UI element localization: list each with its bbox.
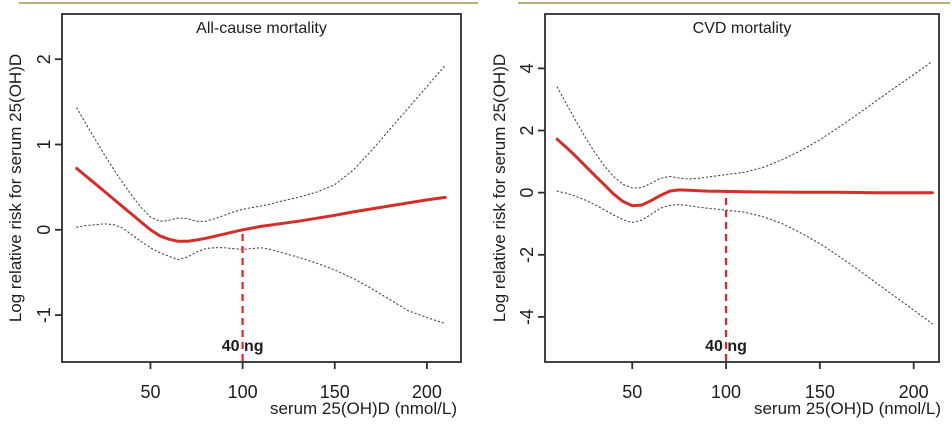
y-tick-label: -2 xyxy=(517,247,537,263)
y-axis-label: Log relative risk for serum 25(OH)D xyxy=(6,54,25,322)
all-cause-mortality-lower-confidence-limit-curve xyxy=(76,223,446,325)
y-tick-label: -1 xyxy=(34,307,54,323)
x-axis-label: serum 25(OH)D (nmol/L) xyxy=(754,399,941,418)
top-rule-left xyxy=(19,2,478,4)
plot-box xyxy=(61,13,462,363)
cvd-mortality-lower-confidence-limit-curve xyxy=(556,190,933,325)
x-tick-label: 50 xyxy=(622,382,642,402)
panel-title: All-cause mortality xyxy=(196,20,327,37)
y-axis-label: Log relative risk for serum 25(OH)D xyxy=(490,54,509,322)
reference-line-label: 40 ng xyxy=(705,338,747,355)
y-tick-label: 0 xyxy=(34,225,54,235)
panel-title: CVD mortality xyxy=(693,20,792,37)
x-tick-label: 100 xyxy=(711,382,741,402)
reference-line-label: 40 ng xyxy=(222,338,264,355)
x-tick-label: 200 xyxy=(899,382,929,402)
x-axis-label: serum 25(OH)D (nmol/L) xyxy=(270,399,457,418)
x-tick-label: 50 xyxy=(140,382,160,402)
plot-box xyxy=(544,13,940,363)
x-tick-label: 150 xyxy=(805,382,835,402)
all-cause-mortality-upper-confidence-limit-curve xyxy=(76,64,446,222)
y-tick-label: 2 xyxy=(517,126,537,136)
cvd-mortality-upper-confidence-limit-curve xyxy=(556,60,933,189)
all-cause-mortality-spline-estimate-curve xyxy=(75,166,447,243)
y-tick-label: 2 xyxy=(34,54,54,64)
y-tick-label: 0 xyxy=(517,188,537,198)
y-tick-label: 4 xyxy=(517,63,537,73)
cvd-mortality-spline-estimate-curve xyxy=(555,137,934,208)
x-tick-label: 100 xyxy=(228,382,258,402)
top-rule-right xyxy=(518,2,950,4)
y-tick-label: -4 xyxy=(517,309,537,325)
y-tick-label: 1 xyxy=(34,139,54,149)
x-tick-label: 200 xyxy=(412,382,442,402)
panel-cvd-mortality: 40 ng 50 100 150 200 -4 -2 0 2 4 CVD mortality seru… xyxy=(490,13,941,418)
x-tick-label: 150 xyxy=(320,382,350,402)
panel-all-cause-mortality: 40 ng 50 100 150 200 -1 0 1 2 All-cause mortality… xyxy=(6,13,462,418)
